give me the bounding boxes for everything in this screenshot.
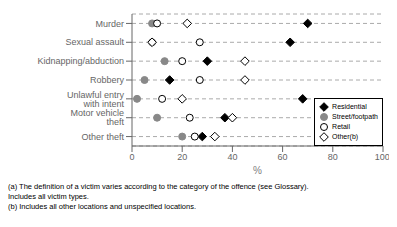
svg-text:Robbery: Robbery xyxy=(90,75,125,85)
svg-text:80: 80 xyxy=(328,152,338,162)
svg-text:Kidnapping/abduction: Kidnapping/abduction xyxy=(37,56,124,66)
html-text:Residential: Residential xyxy=(332,103,367,110)
svg-text:%: % xyxy=(253,165,262,176)
svg-text:Sexual assault: Sexual assault xyxy=(65,37,124,47)
html-text:Retail: Retail xyxy=(332,123,350,130)
svg-text:Other theft: Other theft xyxy=(81,132,124,142)
html-text:(b) Includes all other locatio: (b) Includes all other locations and uns… xyxy=(8,202,196,211)
svg-text:60: 60 xyxy=(278,152,288,162)
svg-text:Unlawful entrywith intent: Unlawful entrywith intent xyxy=(67,90,125,109)
svg-text:20: 20 xyxy=(177,152,187,162)
html-text:(a) The definition of a victim: (a) The definition of a victim varies ac… xyxy=(8,182,309,191)
html-text:Includes all victim types.: Includes all victim types. xyxy=(8,192,89,201)
svg-text:40: 40 xyxy=(227,152,237,162)
svg-text:100: 100 xyxy=(375,152,389,162)
svg-text:0: 0 xyxy=(129,152,134,162)
html-text:Other(b): Other(b) xyxy=(332,133,359,140)
svg-text:Murder: Murder xyxy=(95,19,124,29)
svg-text:Motor vehicletheft: Motor vehicletheft xyxy=(70,108,124,127)
html-text:Street/footpath: Street/footpath xyxy=(332,113,378,120)
